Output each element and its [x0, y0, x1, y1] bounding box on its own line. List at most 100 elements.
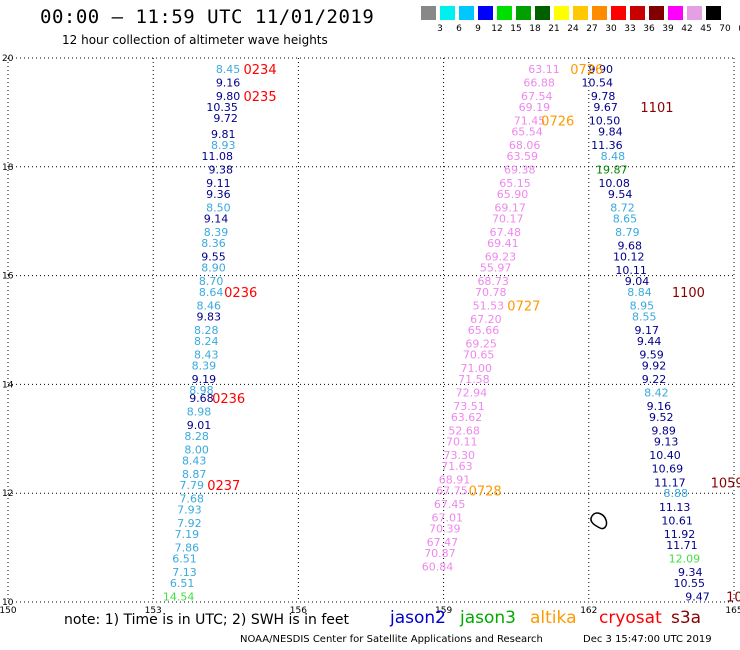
data-point-label: 65.90 — [497, 188, 529, 201]
data-point-label: 9.34 — [678, 566, 703, 579]
time-label: 1059 — [711, 476, 740, 491]
scale-label: 12 — [491, 24, 503, 34]
scale-label: 18 — [529, 24, 541, 34]
data-point-label: 9.17 — [634, 324, 659, 337]
data-point-label: 72.94 — [456, 387, 488, 400]
data-point-label: 9.52 — [649, 411, 674, 424]
data-point-label: 9.81 — [211, 128, 236, 141]
data-point-label: 65.15 — [499, 177, 531, 190]
data-point-label: 11.71 — [666, 539, 698, 552]
scale-label: 42 — [681, 24, 693, 34]
data-point-label: 70.39 — [429, 523, 461, 536]
data-point-label: 69.19 — [519, 101, 551, 114]
data-point-label: 8.50 — [206, 202, 231, 215]
data-point-label: 9.84 — [598, 125, 623, 138]
data-point-label: 8.36 — [201, 237, 226, 250]
data-point-label: 8.72 — [610, 202, 635, 215]
scale-swatch — [554, 6, 569, 20]
data-point-label: 8.90 — [201, 261, 226, 274]
data-point-label: 8.48 — [601, 150, 626, 163]
data-point-label: 8.65 — [613, 212, 638, 225]
data-point-label: 7.68 — [180, 493, 205, 506]
data-point-label: 8.24 — [194, 335, 219, 348]
data-point-label: 73.51 — [453, 400, 485, 413]
y-tick-label: 10 — [2, 598, 14, 608]
data-point-label: 19.87 — [596, 164, 628, 177]
scale-label: 15 — [510, 24, 522, 34]
data-point-label: 7.93 — [177, 504, 202, 517]
island-outline — [590, 512, 608, 530]
data-point-label: 7.13 — [172, 566, 197, 579]
data-point-label: 10.55 — [673, 577, 705, 590]
data-point-label: 67.48 — [490, 226, 522, 239]
scale-swatch — [592, 6, 607, 20]
data-point-label: 60.84 — [422, 561, 454, 574]
data-point-label: 9.72 — [213, 112, 238, 125]
data-point-label: 67.20 — [470, 313, 502, 326]
data-point-label: 8.87 — [182, 468, 207, 481]
data-point-label: 8.39 — [192, 359, 217, 372]
data-point-label: 9.14 — [204, 212, 229, 225]
data-point-label: 70.11 — [446, 436, 478, 449]
data-point-label: 10.11 — [615, 264, 647, 277]
data-point-label: 67.45 — [434, 498, 466, 511]
data-point-label: 65.66 — [468, 324, 500, 337]
data-point-label: 8.43 — [182, 455, 207, 468]
scale-swatch — [668, 6, 683, 20]
time-label: 0234 — [244, 63, 277, 78]
credit-line: NOAA/NESDIS Center for Satellite Applica… — [240, 634, 543, 645]
data-point-label: 9.19 — [192, 373, 217, 386]
data-point-label: 9.68 — [618, 240, 643, 253]
x-tick-label: 156 — [290, 606, 307, 616]
data-point-label: 9.13 — [654, 436, 679, 449]
data-point-label: 8.00 — [184, 444, 209, 457]
data-point-label: 7.86 — [175, 542, 200, 555]
data-point-label: 11.08 — [202, 150, 234, 163]
page-subtitle: 12 hour collection of altimeter wave hei… — [62, 33, 328, 47]
data-point-label: 8.98 — [189, 384, 214, 397]
y-tick-label: 14 — [2, 380, 14, 390]
data-point-label: 67.47 — [427, 536, 459, 549]
x-tick-label: 153 — [145, 606, 162, 616]
data-point-label: 9.44 — [637, 335, 662, 348]
time-label: 1101 — [640, 101, 673, 116]
scale-label: 21 — [548, 24, 560, 34]
data-point-label: 9.16 — [647, 400, 672, 413]
data-point-label: 68.06 — [509, 139, 541, 152]
scale-unit: (ft) — [733, 24, 740, 34]
data-point-label: 68.73 — [477, 275, 509, 288]
scale-label: 6 — [456, 24, 462, 34]
legend-cryosat: cryosat — [599, 608, 662, 628]
scale-label: 70 — [719, 24, 731, 34]
data-point-label: 71.45 — [514, 115, 546, 128]
scale-label: 39 — [662, 24, 674, 34]
data-point-label: 10.12 — [613, 251, 645, 264]
scale-swatch — [421, 6, 436, 20]
scale-swatch — [687, 6, 702, 20]
data-point-label: 65.54 — [511, 125, 543, 138]
data-point-label: 9.80 — [216, 90, 241, 103]
scale-label: 36 — [643, 24, 655, 34]
data-point-label: 63.11 — [528, 63, 560, 76]
page-title: 00:00 – 11:59 UTC 11/01/2019 — [40, 6, 375, 28]
generation-timestamp: Dec 3 15:47:00 UTC 2019 — [583, 634, 712, 645]
legend-jason3: jason3 — [460, 608, 516, 628]
scale-label: 30 — [605, 24, 617, 34]
data-point-label: 9.67 — [593, 101, 618, 114]
data-point-label: 11.13 — [659, 501, 691, 514]
data-point-label: 9.55 — [201, 251, 226, 264]
data-point-label: 11.36 — [591, 139, 623, 152]
data-point-label: 69.23 — [485, 251, 517, 264]
x-tick-label: 159 — [435, 606, 452, 616]
data-point-label: 9.54 — [608, 188, 633, 201]
y-tick-label: 20 — [2, 54, 14, 64]
data-point-label: 10.08 — [598, 177, 630, 190]
data-point-label: 11.17 — [654, 476, 686, 489]
data-point-label: 69.38 — [504, 164, 536, 177]
data-point-label: 9.68 — [189, 392, 214, 405]
data-point-label: 73.30 — [444, 449, 476, 462]
time-label: 0726 — [541, 115, 574, 130]
data-point-label: 12.09 — [669, 552, 701, 565]
data-point-label: 9.83 — [196, 310, 221, 323]
